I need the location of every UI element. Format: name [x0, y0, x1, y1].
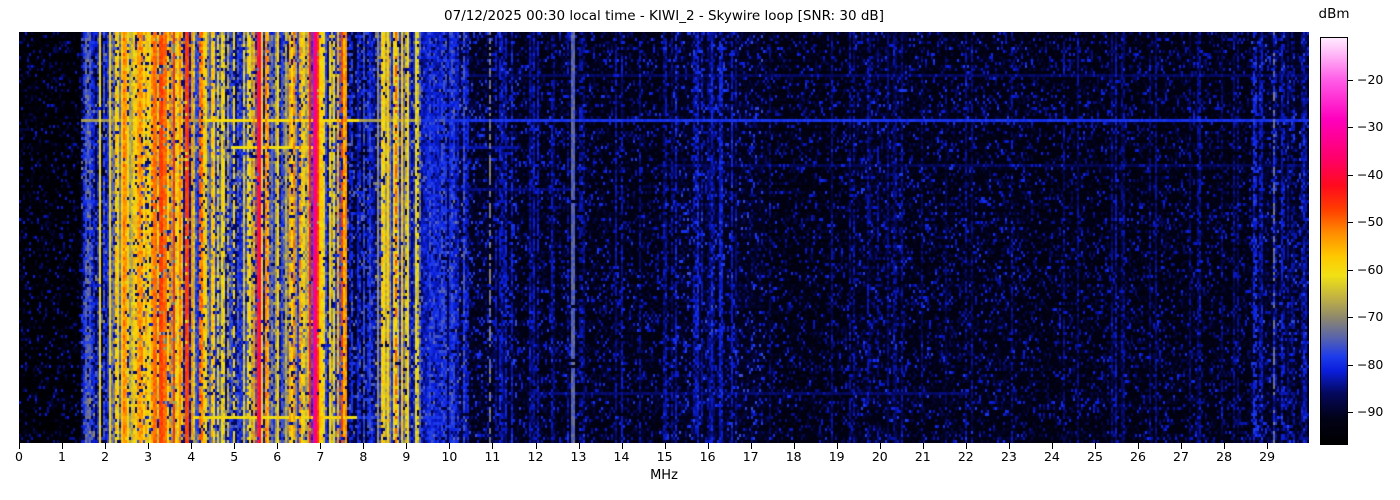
x-tick-label: 12: [527, 449, 544, 464]
colorbar-tick-mark: [1348, 317, 1353, 319]
x-tick-label: 10: [441, 449, 458, 464]
colorbar-tick-mark: [1348, 127, 1353, 129]
x-tick-mark: [191, 443, 193, 449]
x-tick-mark: [664, 443, 666, 449]
x-tick-label: 21: [914, 449, 931, 464]
x-tick-mark: [578, 443, 580, 449]
x-tick-mark: [105, 443, 107, 449]
x-tick-mark: [449, 443, 451, 449]
x-tick-label: 28: [1216, 449, 1233, 464]
x-tick-mark: [879, 443, 881, 449]
x-tick-label: 1: [58, 449, 66, 464]
x-tick-label: 3: [144, 449, 153, 464]
x-tick-mark: [1181, 443, 1182, 449]
x-tick-mark: [234, 443, 236, 449]
x-tick-mark: [707, 443, 709, 449]
x-tick-label: 5: [230, 449, 239, 464]
x-tick-label: 23: [1000, 449, 1017, 464]
colorbar-tick-label: −50: [1357, 214, 1384, 230]
colorbar-tick-mark: [1348, 222, 1353, 224]
x-tick-mark: [750, 443, 752, 449]
colorbar-unit-label: dBm: [1318, 6, 1350, 22]
x-tick-mark: [1008, 443, 1010, 449]
x-tick-mark: [320, 443, 322, 449]
x-tick-label: 15: [656, 449, 673, 464]
x-tick-label: 24: [1043, 449, 1060, 464]
x-tick-mark: [621, 443, 623, 449]
colorbar-tick-mark: [1348, 79, 1353, 81]
x-tick-mark: [535, 443, 537, 449]
x-tick-label: 20: [871, 449, 888, 464]
x-tick-label: 29: [1259, 449, 1276, 464]
x-tick-mark: [922, 443, 924, 449]
x-tick-label: 16: [699, 449, 716, 464]
x-tick-mark: [363, 443, 365, 449]
colorbar-tick-mark: [1348, 364, 1353, 366]
x-tick-label: 8: [359, 449, 368, 464]
x-tick-mark: [1095, 443, 1096, 449]
colorbar-tick-mark: [1348, 269, 1353, 271]
x-tick-label: 0: [15, 449, 23, 464]
colorbar-tick-label: −90: [1357, 404, 1384, 420]
colorbar-tick-label: −20: [1357, 71, 1384, 87]
x-tick-label: 6: [273, 449, 282, 464]
x-tick-mark: [1267, 443, 1269, 449]
x-tick-label: 17: [742, 449, 759, 464]
x-tick-label: 9: [402, 449, 411, 464]
x-axis-label: MHz: [650, 468, 678, 483]
chart-title: 07/12/2025 00:30 local time - KIWI_2 - S…: [444, 8, 884, 24]
colorbar-tick-label: −60: [1357, 261, 1384, 277]
x-tick-label: 2: [101, 449, 110, 464]
x-tick-mark: [148, 443, 150, 449]
x-tick-mark: [793, 443, 795, 449]
x-tick-mark: [406, 443, 408, 449]
x-tick-mark: [19, 443, 20, 449]
x-tick-label: 11: [484, 449, 501, 464]
x-tick-label: 4: [187, 449, 196, 464]
colorbar-tick-mark: [1348, 412, 1353, 414]
waterfall-heatmap: [19, 32, 1309, 443]
colorbar-tick-label: −30: [1357, 119, 1384, 135]
x-tick-mark: [492, 443, 494, 449]
colorbar-tick-label: −80: [1357, 356, 1384, 372]
x-tick-label: 7: [316, 449, 325, 464]
x-tick-label: 25: [1087, 449, 1103, 464]
x-tick-mark: [277, 443, 279, 449]
colorbar-tick-label: −40: [1357, 166, 1384, 182]
colorbar-tick-label: −70: [1357, 309, 1384, 325]
x-tick-label: 19: [828, 449, 845, 464]
colorbar-tick-mark: [1348, 174, 1353, 176]
x-tick-label: 14: [613, 449, 630, 464]
x-tick-label: 13: [570, 449, 587, 464]
x-tick-mark: [836, 443, 838, 449]
x-tick-mark: [62, 443, 63, 449]
x-tick-mark: [965, 443, 967, 449]
x-tick-label: 22: [957, 449, 974, 464]
x-tick-label: 18: [785, 449, 802, 464]
x-tick-label: 26: [1130, 449, 1146, 464]
x-tick-mark: [1138, 443, 1139, 449]
x-tick-label: 27: [1173, 449, 1189, 464]
colorbar: [1320, 37, 1348, 445]
x-tick-mark: [1051, 443, 1053, 449]
x-tick-mark: [1224, 443, 1226, 449]
